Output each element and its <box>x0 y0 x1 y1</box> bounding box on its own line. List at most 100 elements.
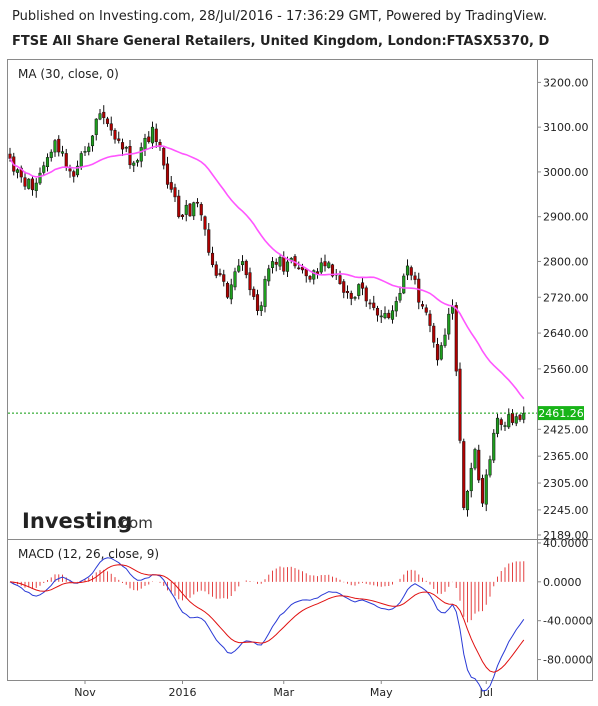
candle <box>117 131 121 144</box>
candle-body <box>435 344 440 361</box>
candle-body <box>364 287 368 302</box>
candle <box>447 307 451 340</box>
price-tick-label: 2560.00 <box>543 363 589 376</box>
candle <box>462 438 466 511</box>
candle-body <box>480 478 485 504</box>
candle-body <box>203 216 207 230</box>
candle-body <box>210 252 215 265</box>
candle <box>510 409 515 426</box>
candle-body <box>492 432 496 461</box>
candle <box>177 189 181 219</box>
candle-body <box>90 135 95 147</box>
candle-body <box>488 459 492 476</box>
candle <box>132 160 136 173</box>
candle-body <box>169 182 173 190</box>
candle-body <box>379 315 383 318</box>
candle <box>180 214 185 220</box>
price-tick-label: 2800.00 <box>543 255 589 268</box>
candle <box>357 283 361 300</box>
macd-y-axis: 40.0000 0.0000 -40.0000 -80.0000 <box>537 537 592 667</box>
candle <box>218 268 222 277</box>
candle-body <box>8 153 12 159</box>
candle <box>173 183 177 202</box>
candle-body <box>64 153 68 168</box>
candle <box>469 462 473 498</box>
logo-suffix: .com <box>116 514 153 532</box>
candle <box>282 251 286 275</box>
candle-body <box>477 449 481 481</box>
candle-body <box>117 138 121 141</box>
investing-logo: Investing .com <box>22 509 153 533</box>
candle-body <box>105 118 110 124</box>
candle-body <box>53 140 57 153</box>
candle <box>199 202 203 221</box>
candle-body <box>154 128 158 142</box>
macd-panel-frame <box>7 539 593 681</box>
candle-body <box>349 292 353 299</box>
price-tick-label: 2245.00 <box>543 504 589 517</box>
candle-body <box>162 147 166 166</box>
last-price-badge: 2461.26 <box>538 406 584 421</box>
candle-body <box>225 283 230 298</box>
candle <box>139 142 143 168</box>
candle <box>409 265 413 281</box>
candle-body <box>308 276 312 280</box>
candle <box>53 138 57 157</box>
candle-body <box>184 204 188 215</box>
price-tick-label: 2365.00 <box>543 450 589 463</box>
x-tick-label: Nov <box>74 686 96 699</box>
candle-body <box>83 151 87 153</box>
candle <box>263 275 267 313</box>
candle <box>417 272 421 310</box>
candle-body <box>192 202 196 217</box>
candle-body <box>465 490 470 511</box>
candle-body <box>270 261 275 268</box>
candle-body <box>368 302 372 305</box>
candle-body <box>150 126 155 144</box>
candle <box>98 108 102 121</box>
candle-body <box>263 278 267 307</box>
candle <box>514 412 518 427</box>
candle <box>34 178 38 198</box>
candle <box>252 286 256 300</box>
candle <box>398 286 402 303</box>
candle-body <box>383 313 387 319</box>
candle <box>394 296 398 317</box>
candle-body <box>158 141 162 148</box>
candle <box>57 135 61 157</box>
candle <box>338 270 342 285</box>
candle <box>94 118 98 141</box>
candle-body <box>405 265 410 276</box>
candle <box>237 259 241 273</box>
candle <box>495 413 500 438</box>
candle <box>90 134 95 152</box>
candle <box>297 261 301 270</box>
candle-body <box>458 368 462 441</box>
candle <box>267 264 271 286</box>
x-tick-label: Mar <box>273 686 294 699</box>
candle-body <box>180 214 185 217</box>
candle-body <box>469 468 473 492</box>
candle <box>349 290 353 306</box>
candle <box>169 175 173 193</box>
candle-body <box>432 325 436 343</box>
candle <box>432 322 436 348</box>
candle-body <box>49 151 53 158</box>
candle <box>184 199 188 222</box>
candle-body <box>428 313 432 326</box>
candle <box>259 301 263 316</box>
candle-body <box>274 261 278 265</box>
candle <box>503 421 507 431</box>
candle <box>233 267 237 291</box>
candle-body <box>229 284 233 300</box>
candle <box>278 255 282 271</box>
candle-body <box>285 261 290 272</box>
candle-body <box>79 153 83 168</box>
candle <box>353 296 357 301</box>
candle-body <box>222 274 226 282</box>
candle <box>480 474 485 507</box>
candle <box>360 276 365 296</box>
x-tick-label: 2016 <box>169 686 197 699</box>
candle-body <box>387 312 391 319</box>
